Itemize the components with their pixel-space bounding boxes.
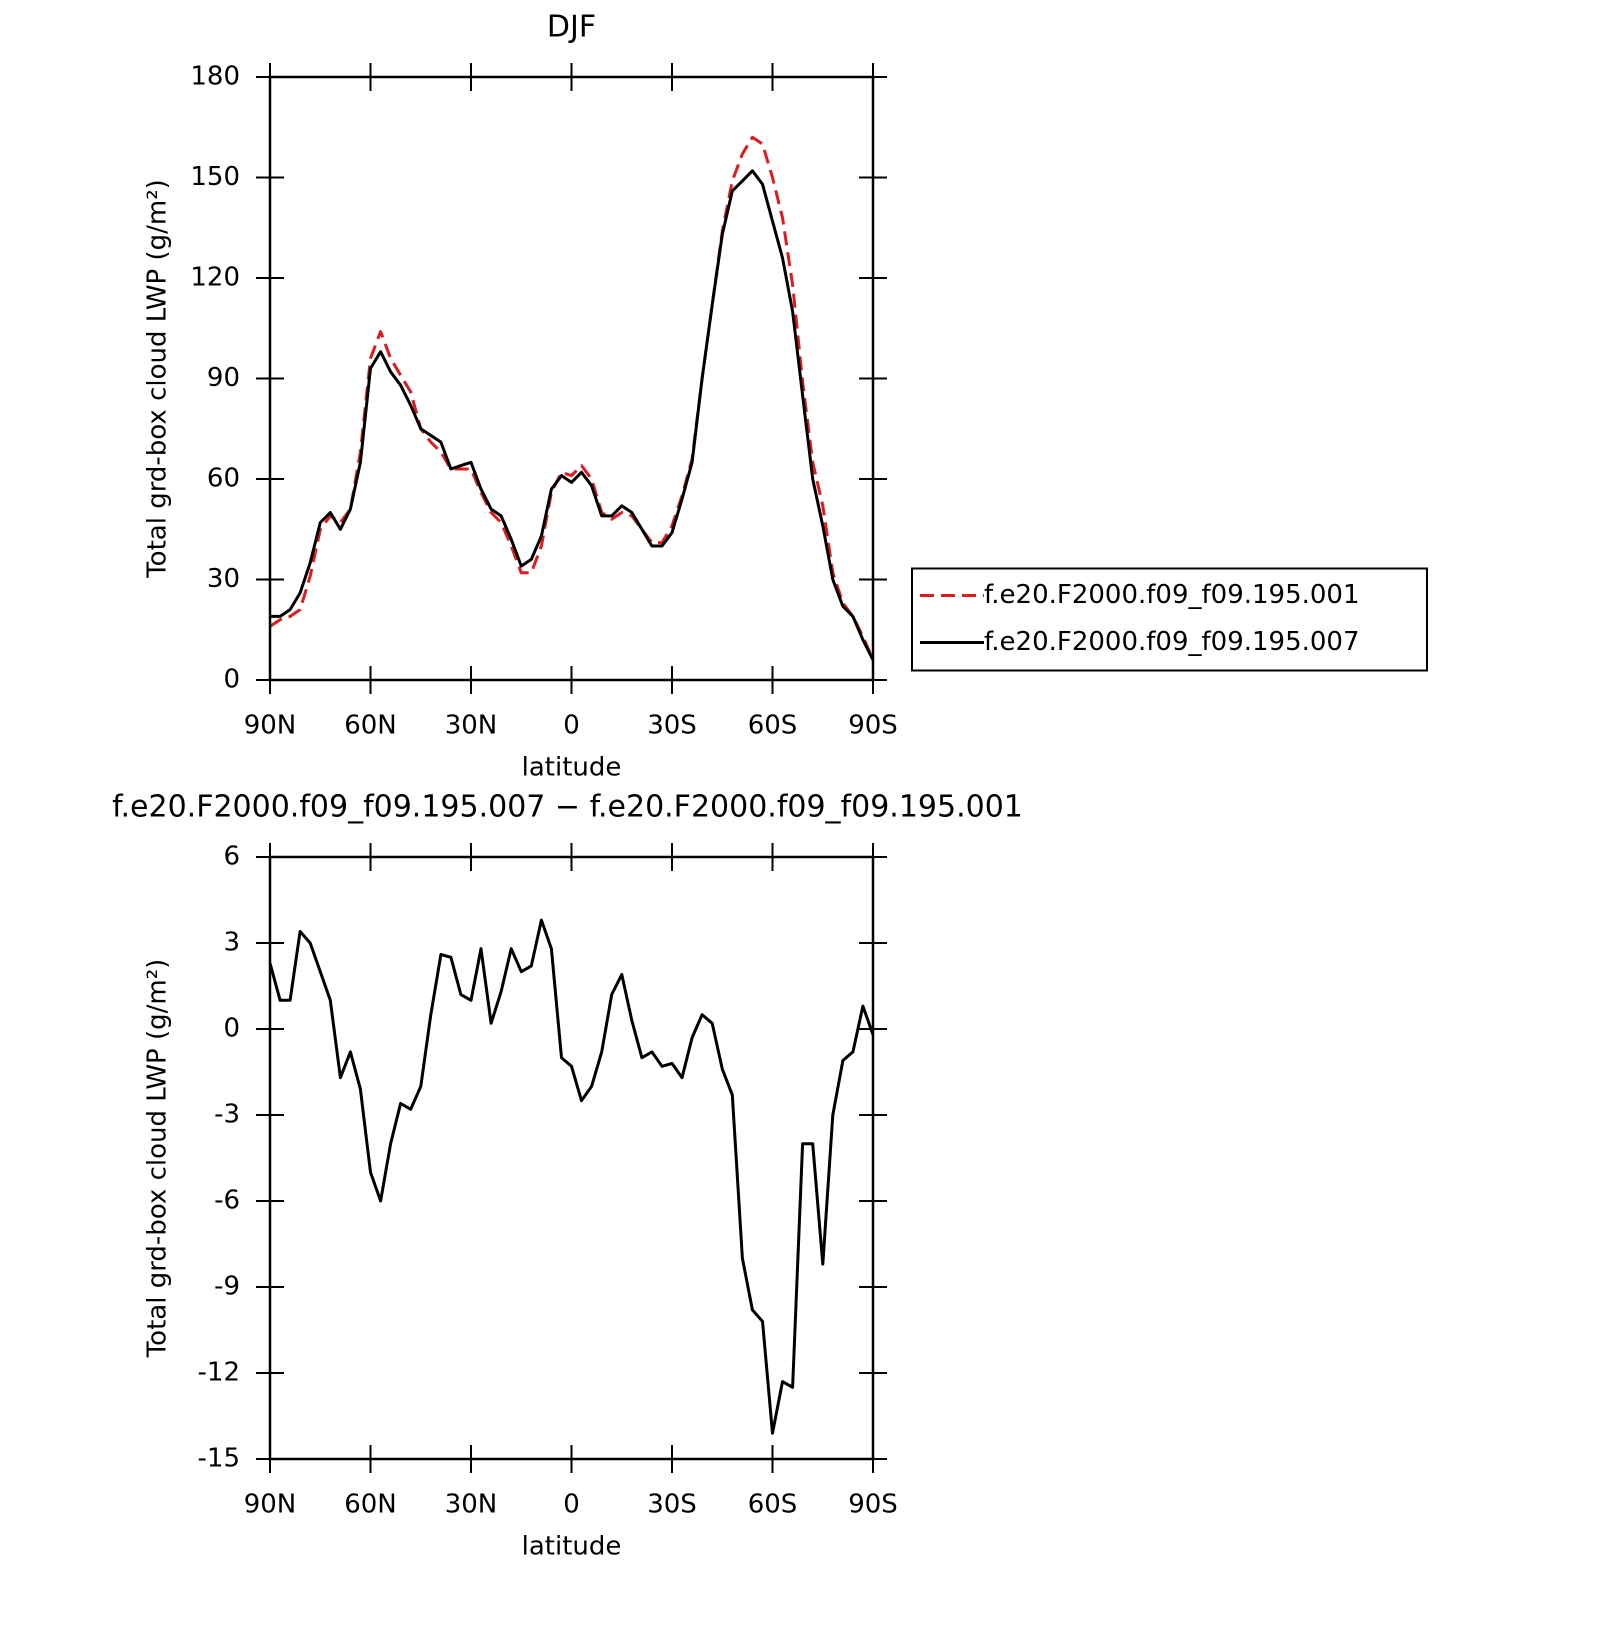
- legend-label: f.e20.F2000.f09_f09.195.001: [984, 580, 1360, 610]
- y-tick-label: 3: [223, 928, 240, 958]
- legend-label: f.e20.F2000.f09_f09.195.007: [984, 627, 1360, 657]
- x-tick-label: 60N: [344, 1490, 397, 1520]
- y-tick-label: 150: [190, 162, 240, 192]
- y-tick-label: 30: [207, 564, 240, 594]
- y-tick-label: 0: [223, 665, 240, 695]
- x-tick-label: 0: [563, 1490, 580, 1520]
- x-tick-label: 90S: [848, 711, 898, 741]
- plot-frame: [268, 855, 875, 1461]
- plot-frame: [268, 75, 875, 682]
- y-tick-label: 6: [223, 842, 240, 872]
- x-tick-label: 60S: [748, 1490, 798, 1520]
- x-tick-label: 90N: [244, 1490, 297, 1520]
- x-tick-label: 60N: [344, 711, 397, 741]
- x-tick-label: 60S: [748, 711, 798, 741]
- data-line: [269, 135, 875, 661]
- y-axis-label: Total grd-box cloud LWP (g/m²): [143, 959, 173, 1359]
- chart-title: DJF: [547, 10, 596, 45]
- y-tick-label: -12: [198, 1358, 240, 1388]
- y-tick-label: 60: [207, 464, 240, 494]
- x-tick-label: 90S: [848, 1490, 898, 1520]
- x-tick-label: 30N: [445, 1490, 498, 1520]
- data-line: [270, 169, 875, 661]
- y-tick-label: 0: [223, 1014, 240, 1044]
- y-tick-label: -9: [214, 1272, 240, 1302]
- x-tick-label: 30S: [647, 711, 697, 741]
- y-tick-label: -6: [214, 1186, 240, 1216]
- x-tick-label: 30S: [647, 1490, 697, 1520]
- chart-title: f.e20.F2000.f09_f09.195.007 − f.e20.F200…: [112, 790, 1023, 825]
- y-axis-label: Total grd-box cloud LWP (g/m²): [143, 179, 173, 579]
- y-tick-label: -15: [198, 1444, 240, 1474]
- y-tick-label: 120: [190, 263, 240, 293]
- x-tick-label: 30N: [445, 711, 498, 741]
- x-axis-label: latitude: [522, 1532, 622, 1562]
- y-tick-label: 180: [190, 62, 240, 92]
- x-axis-label: latitude: [522, 753, 622, 783]
- data-line: [268, 918, 875, 1435]
- x-tick-label: 0: [563, 711, 580, 741]
- y-tick-label: 90: [207, 363, 240, 393]
- x-tick-label: 90N: [244, 711, 297, 741]
- legend-box: [911, 567, 1428, 672]
- y-tick-label: -3: [214, 1100, 240, 1130]
